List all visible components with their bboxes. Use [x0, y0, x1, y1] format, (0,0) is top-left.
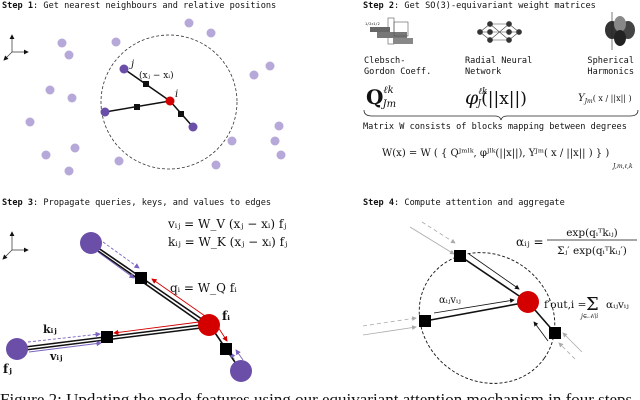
svg-text:1/2×1/2: 1/2×1/2	[365, 22, 380, 26]
value-label: vᵢⱼ	[49, 350, 63, 363]
step1-title: : Get nearest neighbours and relative po…	[33, 1, 276, 11]
neural-network-icon	[477, 21, 522, 43]
point	[211, 160, 221, 170]
sh-label-line1: Spherical	[587, 56, 634, 66]
node-i-label: i	[175, 89, 178, 100]
step1-panel: Step 1: Get nearest neighbours and relat…	[2, 1, 286, 176]
edge-node	[419, 315, 431, 327]
svg-text:Step 2: Get SO(3)-equivariant: Step 2: Get SO(3)-equivariant weight mat…	[363, 1, 596, 11]
query-formula: qᵢ = W_Q fᵢ	[170, 281, 237, 295]
step4-label: Step 4	[363, 198, 394, 208]
edge-node	[454, 250, 466, 262]
point	[276, 150, 286, 160]
output-rhs: αᵢⱼvᵢⱼ	[606, 299, 629, 311]
attention-numerator: exp(qᵢᵀkᵢⱼ)	[566, 227, 618, 239]
edge-node	[220, 343, 232, 355]
sum-subscript: j∈𝒩ᵢ\i	[579, 313, 598, 320]
neighbour	[100, 107, 110, 117]
edge-midpoint	[178, 111, 184, 117]
edge-midpoint	[143, 81, 149, 87]
point	[67, 93, 77, 103]
neighbour-points	[25, 18, 286, 176]
w-formula: W(x) = W ( { Qᴶᵐˡᵏ, φᴶˡᵏ(||x||), Yᴶᵐ( x …	[382, 148, 609, 159]
neighbour-node	[80, 232, 102, 254]
step2-panel: Step 2: Get SO(3)-equivariant weight mat…	[363, 1, 639, 170]
neighbourhood-radius	[100, 34, 238, 170]
point	[70, 143, 80, 153]
value-formula: vᵢⱼ = W_V (xⱼ − xᵢ) fⱼ	[167, 217, 286, 231]
cg-label-line1: Clebsch-	[364, 56, 405, 66]
axes-icon	[2, 231, 29, 260]
incoming-arrows	[362, 221, 583, 360]
aggregation-arrows	[433, 253, 549, 342]
point	[270, 136, 280, 146]
attention-lhs: αᵢⱼ =	[516, 235, 544, 249]
step3-label: Step 3	[2, 198, 33, 208]
sh-formula: YJm( x / ||x|| )	[578, 93, 632, 105]
point	[114, 156, 124, 166]
step3-panel: Step 3: Propagate queries, keys, and val…	[2, 198, 287, 382]
point	[41, 150, 51, 160]
attention-denominator: Σⱼ′ exp(qᵢᵀkᵢⱼ′)	[557, 245, 627, 257]
step1-label: Step 1	[2, 1, 33, 11]
svg-text:Step 1: Get nearest neighbours: Step 1: Get nearest neighbours and relat…	[2, 1, 276, 11]
edge-node	[549, 327, 561, 339]
neighbour-j	[119, 64, 129, 74]
cg-label-line2: Gordon Coeff.	[364, 67, 431, 77]
point	[57, 38, 67, 48]
edge-node	[135, 272, 147, 284]
output-lhs: f′out,i =	[544, 299, 586, 311]
query-arrows	[113, 278, 228, 342]
cg-formula: Qℓk Jm	[366, 85, 396, 110]
brace	[363, 109, 639, 121]
radial-label-line1: Radial Neural	[465, 56, 532, 66]
center-node-i	[198, 314, 220, 336]
step4-panel: Step 4: Compute attention and aggregate …	[362, 198, 637, 384]
point	[45, 85, 55, 95]
point	[64, 166, 74, 176]
point	[184, 18, 194, 28]
step2-label: Step 2	[363, 1, 394, 11]
edge-node	[101, 331, 113, 343]
node-j-label: j	[129, 59, 134, 70]
neighbour-node	[230, 360, 252, 382]
node-i	[165, 96, 175, 106]
w-formula-sub: J,m,ℓ,k	[611, 163, 633, 170]
center-node	[517, 291, 539, 313]
brace-text: Matrix W consists of blocks mapping betw…	[363, 122, 627, 132]
axes-icon	[3, 34, 29, 61]
f-j-label: fⱼ	[3, 362, 12, 376]
figure-caption: Figure 2: Updating the node features usi…	[0, 390, 640, 400]
radial-formula: φℓk J(||x||)	[465, 87, 527, 109]
key-value-arrows	[27, 241, 244, 364]
point	[206, 28, 216, 38]
point	[249, 70, 259, 80]
point	[274, 121, 284, 131]
step4-title: : Compute attention and aggregate	[394, 198, 565, 208]
point	[227, 136, 237, 146]
point	[25, 117, 35, 127]
svg-text:Step 4: Compute attention and: Step 4: Compute attention and aggregate	[363, 198, 565, 208]
step3-title: : Propagate queries, keys, and values to…	[33, 198, 271, 208]
relative-position-label: (xⱼ − xᵢ)	[139, 70, 174, 81]
clebsch-gordon-table-icon: 1/2×1/2	[365, 17, 413, 45]
edge-midpoint	[134, 104, 140, 110]
sum-symbol: Σ	[586, 294, 599, 315]
neighbour-node-j	[6, 338, 28, 360]
neighbourhood-boundary	[418, 252, 556, 384]
point	[265, 61, 275, 71]
spherical-harmonics-icon	[605, 12, 635, 50]
key-label: kᵢⱼ	[43, 323, 57, 336]
key-formula: kᵢⱼ = W_K (xⱼ − xᵢ) fⱼ	[168, 235, 287, 249]
svg-text:Step 3: Propagate queries, key: Step 3: Propagate queries, keys, and val…	[2, 198, 271, 208]
point	[64, 50, 74, 60]
f-i-label: fᵢ	[222, 309, 230, 323]
step2-title: : Get SO(3)-equivariant weight matrices	[394, 1, 596, 11]
neighbour	[188, 122, 198, 132]
point	[111, 37, 121, 47]
radial-label-line2: Network	[465, 67, 502, 77]
sh-label-line2: Harmonics	[587, 67, 634, 77]
weighted-value-label: αᵢⱼvᵢⱼ	[439, 295, 461, 306]
